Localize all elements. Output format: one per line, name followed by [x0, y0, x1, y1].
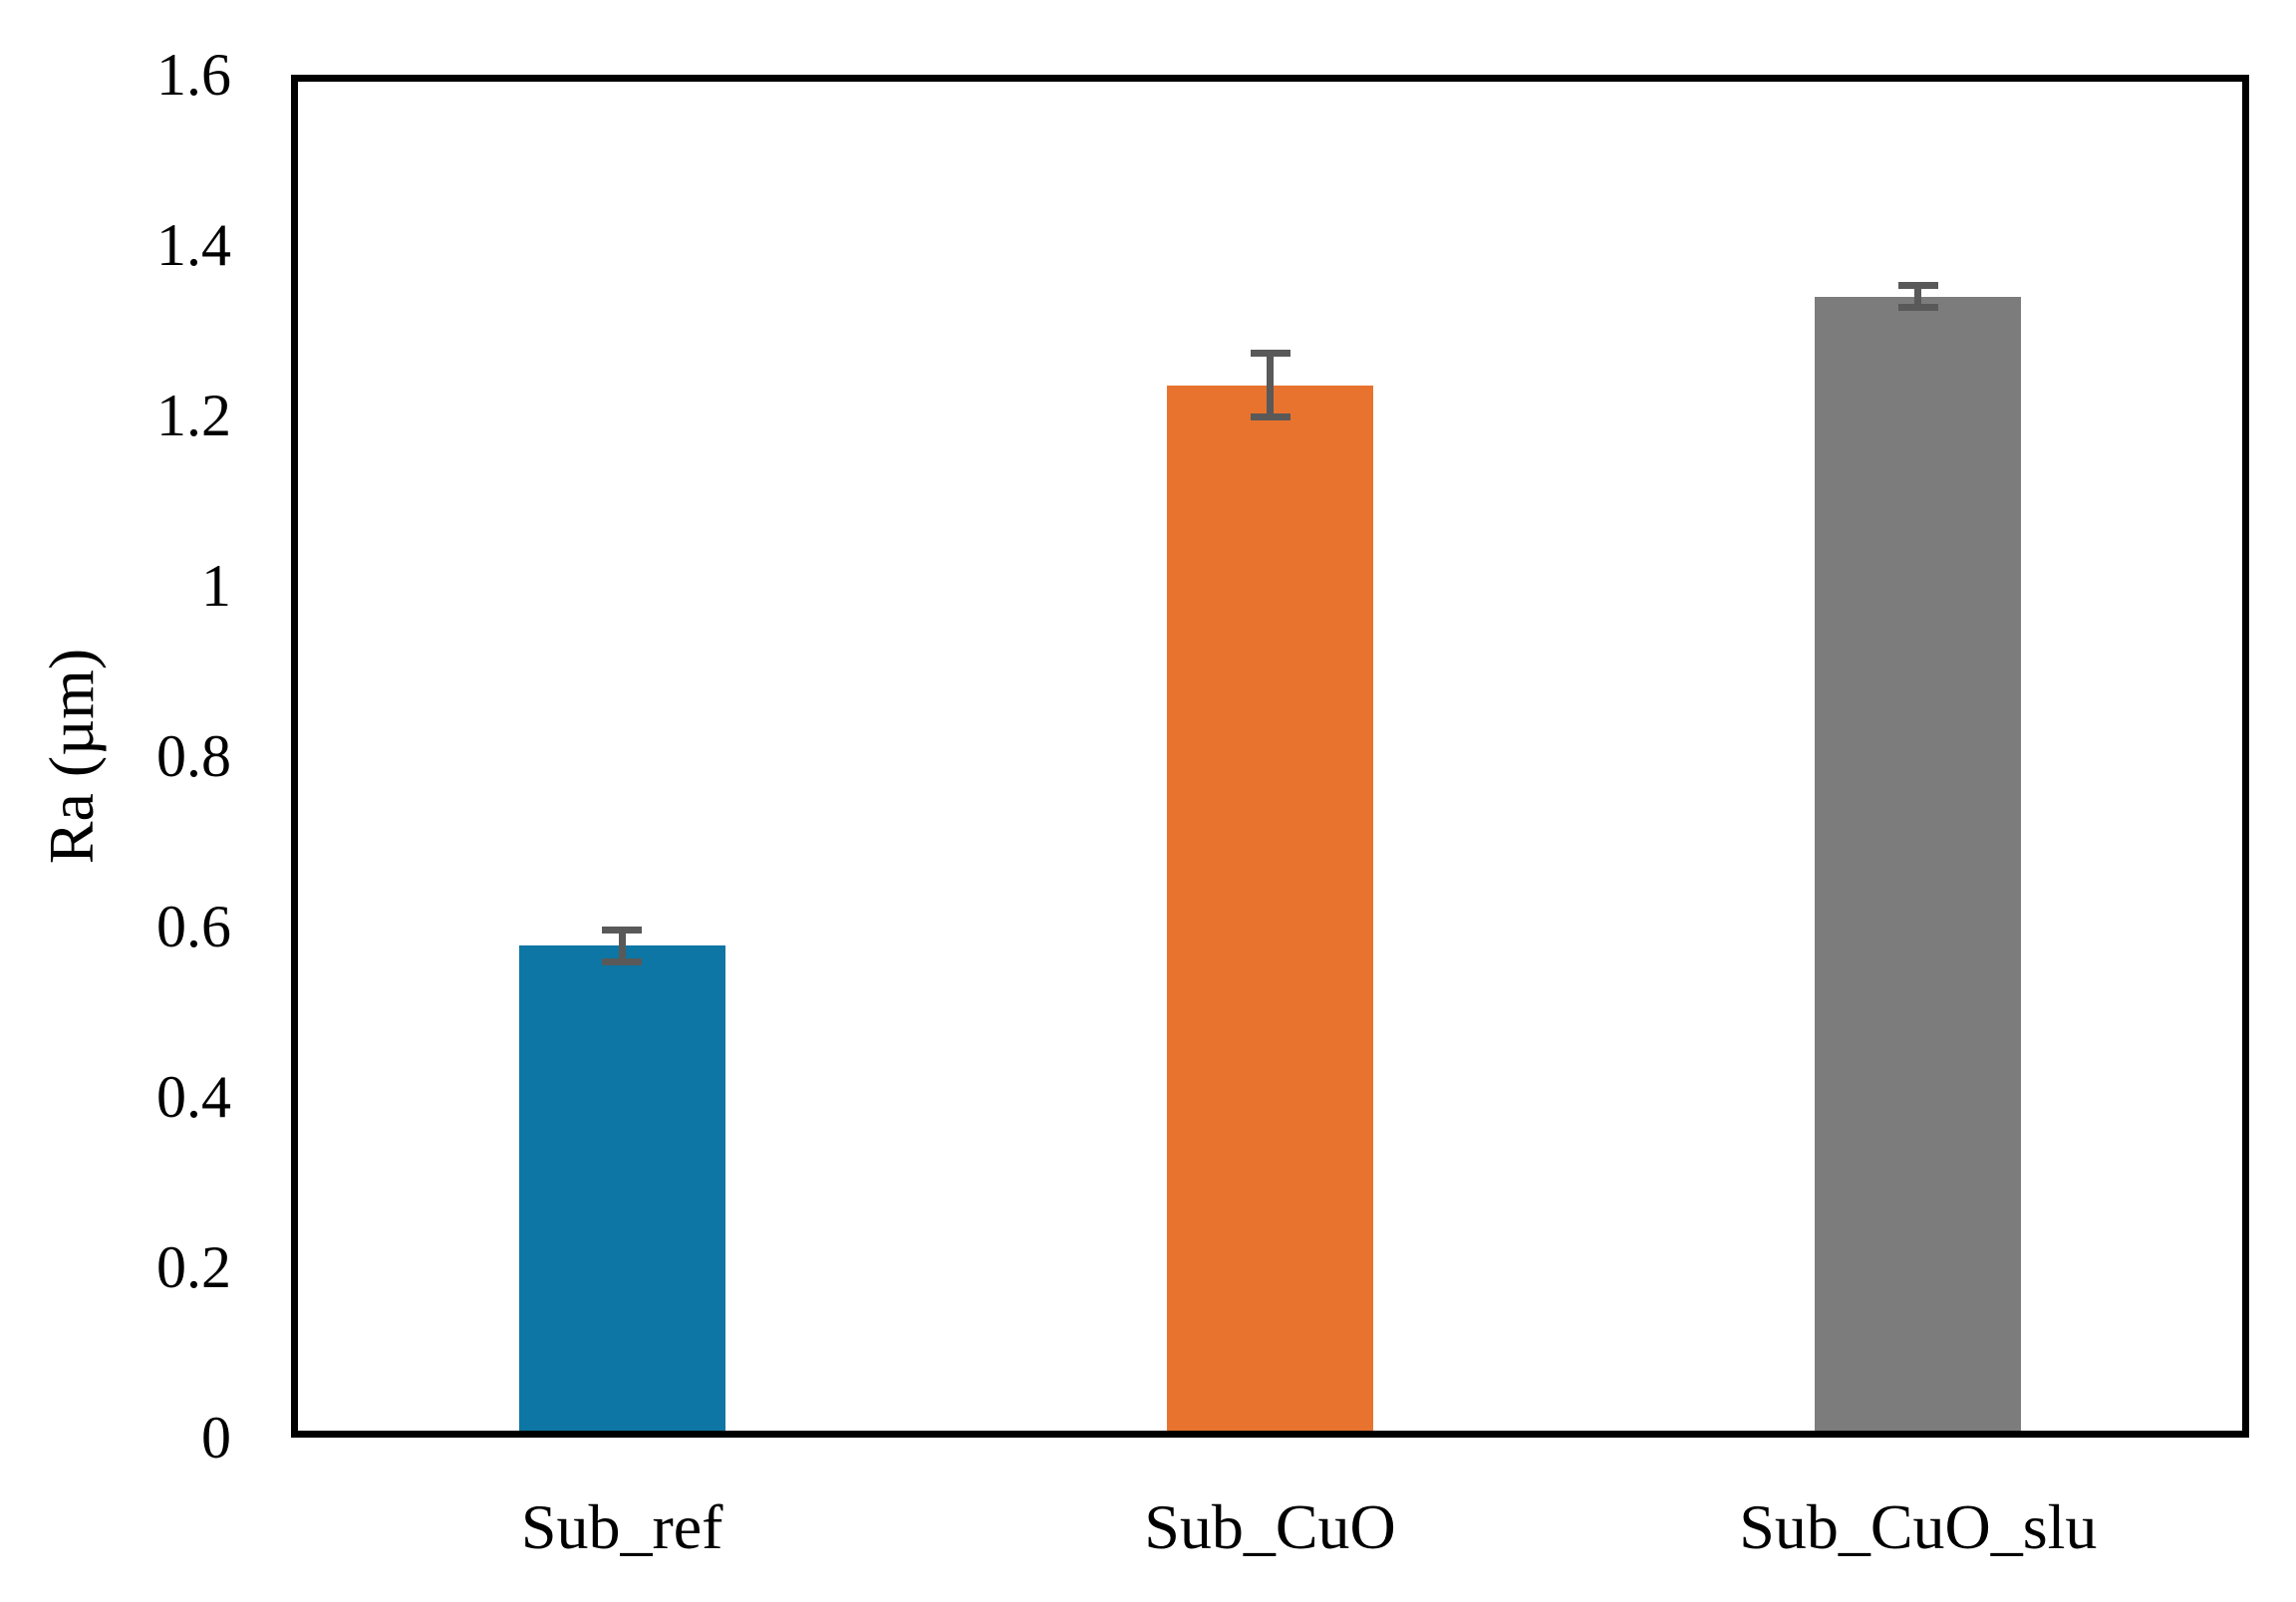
y-tick-label: 1.2: [156, 383, 231, 448]
error-bar-cap: [1250, 349, 1291, 357]
error-bar-cap: [1897, 304, 1938, 312]
error-bar-line: [618, 930, 626, 962]
y-tick-label: 1: [201, 553, 231, 619]
y-axis-tick-labels: 0 0.2 0.4 0.6 0.8 1 1.2 1.4 1.6: [0, 45, 231, 1468]
error-bar-cap: [602, 926, 643, 934]
error-bar-cap: [602, 957, 643, 965]
error-bar-line: [1267, 353, 1274, 417]
y-tick-label: 0: [201, 1405, 231, 1470]
x-tick-label-sub_cuo: Sub_CuO: [1144, 1491, 1396, 1562]
y-tick-label: 1.4: [156, 212, 231, 278]
y-tick-label: 0.6: [156, 894, 231, 959]
y-tick-label: 1.6: [156, 42, 231, 108]
x-tick-label-sub_ref: Sub_ref: [520, 1491, 723, 1562]
y-tick-label: 0.2: [156, 1234, 231, 1300]
x-axis-tick-labels: Sub_ref Sub_CuO Sub_CuO_slu: [298, 1491, 2242, 1582]
y-tick-label: 0.8: [156, 723, 231, 789]
plot-area: [291, 75, 2249, 1438]
error-bar-line: [1914, 285, 1922, 308]
bar-sub_cuo_slu: [1815, 296, 2022, 1431]
x-tick-label-sub_cuo_slu: Sub_CuO_slu: [1739, 1491, 2098, 1562]
error-bar-cap: [1250, 413, 1291, 421]
bar-sub_cuo: [1167, 385, 1373, 1431]
error-bar-cap: [1897, 282, 1938, 290]
bar-sub_ref: [518, 945, 725, 1431]
y-tick-label: 0.4: [156, 1064, 231, 1130]
